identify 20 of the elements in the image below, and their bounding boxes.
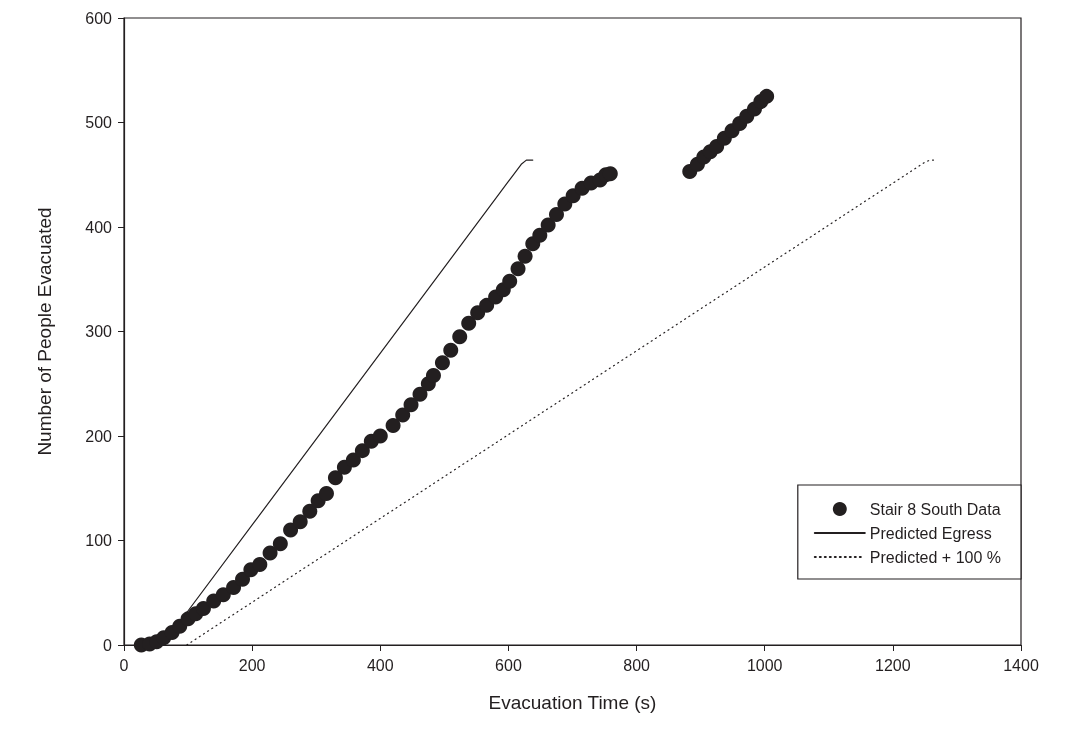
x-tick-label: 1200	[875, 656, 911, 674]
x-tick-label: 1000	[746, 656, 783, 674]
x-tick-label: 800	[623, 656, 651, 674]
x-tick-label: 1400	[1003, 656, 1039, 674]
y-axis-title: Number of People Evacuated	[34, 207, 55, 456]
x-tick-label: 200	[238, 656, 266, 674]
y-tick-label: 200	[85, 427, 113, 445]
x-tick-label: 600	[495, 656, 522, 674]
y-tick-label: 100	[85, 532, 113, 549]
y-tick-label: 400	[85, 218, 113, 236]
legend-label: Predicted + 100 %	[869, 548, 1002, 566]
legend-label: Predicted Egress	[869, 524, 992, 542]
y-tick-label: 500	[85, 114, 113, 131]
x-tick-label: 400	[366, 656, 394, 674]
y-tick-label: 0	[103, 636, 113, 654]
y-tick-label: 600	[85, 9, 113, 27]
y-tick-label: 300	[85, 323, 113, 340]
x-tick-label: 0	[119, 656, 129, 674]
legend-label: Stair 8 South Data	[869, 500, 1001, 518]
x-axis-title: Evacuation Time (s)	[488, 692, 657, 713]
